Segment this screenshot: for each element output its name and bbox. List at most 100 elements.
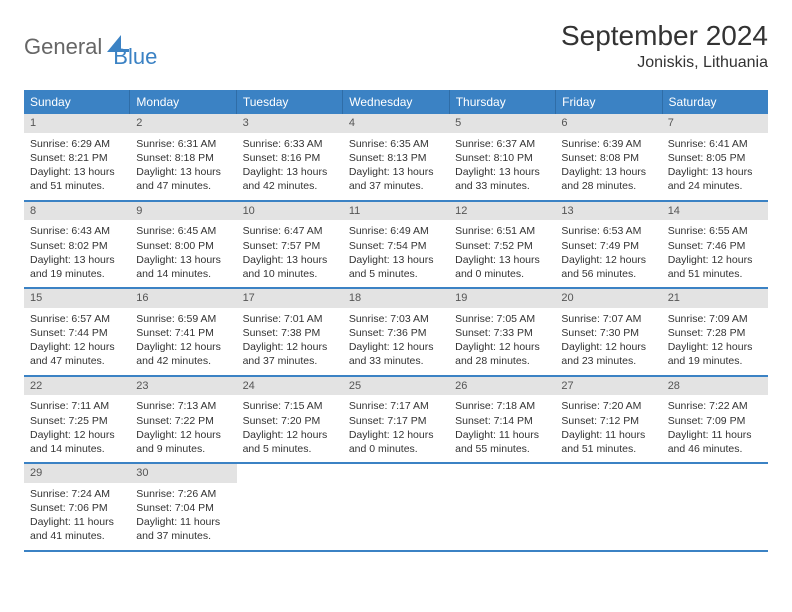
daylight-text: Daylight: 13 hours and 19 minutes. [30,253,124,281]
daylight-text: Daylight: 11 hours and 41 minutes. [30,515,124,543]
sunset-text: Sunset: 7:46 PM [668,239,762,253]
day-cell: 29Sunrise: 7:24 AMSunset: 7:06 PMDayligh… [24,464,130,550]
sunrise-text: Sunrise: 6:49 AM [349,224,443,238]
sunrise-text: Sunrise: 7:24 AM [30,487,124,501]
day-number: 30 [130,464,236,483]
day-number: 19 [449,289,555,308]
daylight-text: Daylight: 13 hours and 0 minutes. [455,253,549,281]
sunset-text: Sunset: 7:12 PM [561,414,655,428]
daylight-text: Daylight: 13 hours and 24 minutes. [668,165,762,193]
day-number: 20 [555,289,661,308]
week-row: 22Sunrise: 7:11 AMSunset: 7:25 PMDayligh… [24,377,768,465]
sunset-text: Sunset: 8:16 PM [243,151,337,165]
daylight-text: Daylight: 12 hours and 56 minutes. [561,253,655,281]
daylight-text: Daylight: 13 hours and 14 minutes. [136,253,230,281]
sunset-text: Sunset: 7:04 PM [136,501,230,515]
day-header: Sunday [24,90,130,114]
day-content: Sunrise: 6:39 AMSunset: 8:08 PMDaylight:… [555,133,661,200]
daylight-text: Daylight: 11 hours and 51 minutes. [561,428,655,456]
sunset-text: Sunset: 8:21 PM [30,151,124,165]
day-number: 4 [343,114,449,133]
daylight-text: Daylight: 12 hours and 28 minutes. [455,340,549,368]
sunrise-text: Sunrise: 7:11 AM [30,399,124,413]
day-number: 23 [130,377,236,396]
sunset-text: Sunset: 7:22 PM [136,414,230,428]
sunset-text: Sunset: 8:08 PM [561,151,655,165]
day-content: Sunrise: 6:31 AMSunset: 8:18 PMDaylight:… [130,133,236,200]
sunrise-text: Sunrise: 6:59 AM [136,312,230,326]
day-content: Sunrise: 6:37 AMSunset: 8:10 PMDaylight:… [449,133,555,200]
day-number: 27 [555,377,661,396]
day-content: Sunrise: 6:41 AMSunset: 8:05 PMDaylight:… [662,133,768,200]
day-content: Sunrise: 6:43 AMSunset: 8:02 PMDaylight:… [24,220,130,287]
day-cell: 28Sunrise: 7:22 AMSunset: 7:09 PMDayligh… [662,377,768,463]
sunrise-text: Sunrise: 6:51 AM [455,224,549,238]
day-content: Sunrise: 6:53 AMSunset: 7:49 PMDaylight:… [555,220,661,287]
daylight-text: Daylight: 11 hours and 55 minutes. [455,428,549,456]
sunrise-text: Sunrise: 7:26 AM [136,487,230,501]
day-cell: 30Sunrise: 7:26 AMSunset: 7:04 PMDayligh… [130,464,236,550]
day-cell: 13Sunrise: 6:53 AMSunset: 7:49 PMDayligh… [555,202,661,288]
sunrise-text: Sunrise: 7:18 AM [455,399,549,413]
day-header: Monday [130,90,236,114]
daylight-text: Daylight: 13 hours and 42 minutes. [243,165,337,193]
daylight-text: Daylight: 12 hours and 42 minutes. [136,340,230,368]
day-cell: 14Sunrise: 6:55 AMSunset: 7:46 PMDayligh… [662,202,768,288]
sunrise-text: Sunrise: 7:22 AM [668,399,762,413]
day-header: Thursday [450,90,556,114]
day-number: 5 [449,114,555,133]
sunset-text: Sunset: 7:28 PM [668,326,762,340]
day-content: Sunrise: 6:29 AMSunset: 8:21 PMDaylight:… [24,133,130,200]
day-cell: 19Sunrise: 7:05 AMSunset: 7:33 PMDayligh… [449,289,555,375]
sunset-text: Sunset: 8:05 PM [668,151,762,165]
sunrise-text: Sunrise: 7:07 AM [561,312,655,326]
day-number: 21 [662,289,768,308]
day-cell [449,464,555,550]
sunrise-text: Sunrise: 7:17 AM [349,399,443,413]
daylight-text: Daylight: 12 hours and 5 minutes. [243,428,337,456]
day-cell: 18Sunrise: 7:03 AMSunset: 7:36 PMDayligh… [343,289,449,375]
daylight-text: Daylight: 13 hours and 51 minutes. [30,165,124,193]
daylight-text: Daylight: 12 hours and 47 minutes. [30,340,124,368]
day-header: Tuesday [237,90,343,114]
day-number: 15 [24,289,130,308]
sunrise-text: Sunrise: 6:39 AM [561,137,655,151]
day-cell: 20Sunrise: 7:07 AMSunset: 7:30 PMDayligh… [555,289,661,375]
day-number: 7 [662,114,768,133]
day-cell [555,464,661,550]
day-number: 14 [662,202,768,221]
sunset-text: Sunset: 7:36 PM [349,326,443,340]
sunset-text: Sunset: 7:20 PM [243,414,337,428]
day-number: 10 [237,202,343,221]
daylight-text: Daylight: 11 hours and 46 minutes. [668,428,762,456]
daylight-text: Daylight: 13 hours and 28 minutes. [561,165,655,193]
day-content: Sunrise: 6:45 AMSunset: 8:00 PMDaylight:… [130,220,236,287]
sunrise-text: Sunrise: 7:01 AM [243,312,337,326]
day-number: 2 [130,114,236,133]
day-cell: 22Sunrise: 7:11 AMSunset: 7:25 PMDayligh… [24,377,130,463]
day-content: Sunrise: 7:26 AMSunset: 7:04 PMDaylight:… [130,483,236,550]
sunset-text: Sunset: 7:14 PM [455,414,549,428]
day-content: Sunrise: 7:20 AMSunset: 7:12 PMDaylight:… [555,395,661,462]
day-content: Sunrise: 6:51 AMSunset: 7:52 PMDaylight:… [449,220,555,287]
day-number: 12 [449,202,555,221]
sunset-text: Sunset: 7:41 PM [136,326,230,340]
day-cell: 24Sunrise: 7:15 AMSunset: 7:20 PMDayligh… [237,377,343,463]
header: General Blue September 2024 Joniskis, Li… [24,20,768,72]
sunset-text: Sunset: 7:30 PM [561,326,655,340]
week-row: 1Sunrise: 6:29 AMSunset: 8:21 PMDaylight… [24,114,768,202]
day-cell: 8Sunrise: 6:43 AMSunset: 8:02 PMDaylight… [24,202,130,288]
day-number: 25 [343,377,449,396]
daylight-text: Daylight: 12 hours and 14 minutes. [30,428,124,456]
daylight-text: Daylight: 11 hours and 37 minutes. [136,515,230,543]
logo: General Blue [24,24,157,70]
day-cell: 16Sunrise: 6:59 AMSunset: 7:41 PMDayligh… [130,289,236,375]
sunset-text: Sunset: 8:13 PM [349,151,443,165]
day-content: Sunrise: 7:07 AMSunset: 7:30 PMDaylight:… [555,308,661,375]
day-cell: 25Sunrise: 7:17 AMSunset: 7:17 PMDayligh… [343,377,449,463]
day-content: Sunrise: 7:18 AMSunset: 7:14 PMDaylight:… [449,395,555,462]
day-cell: 23Sunrise: 7:13 AMSunset: 7:22 PMDayligh… [130,377,236,463]
sunrise-text: Sunrise: 6:37 AM [455,137,549,151]
day-number: 6 [555,114,661,133]
sunset-text: Sunset: 7:17 PM [349,414,443,428]
